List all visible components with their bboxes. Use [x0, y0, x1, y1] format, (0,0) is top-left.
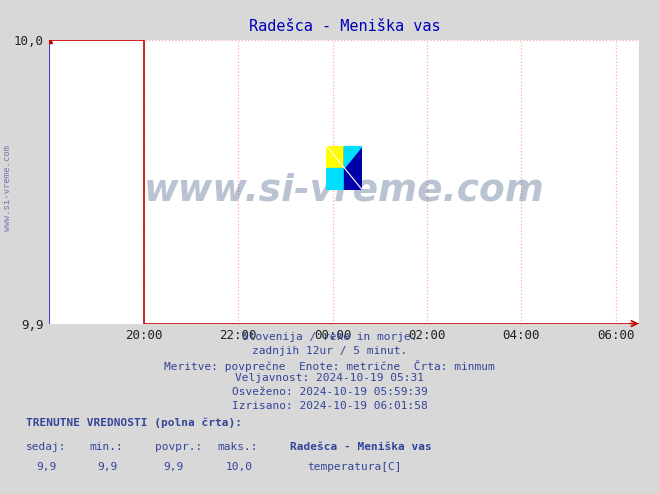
- Text: sedaj:: sedaj:: [26, 442, 67, 452]
- Text: Osveženo: 2024-10-19 05:59:39: Osveženo: 2024-10-19 05:59:39: [231, 387, 428, 397]
- Text: www.si-vreme.com: www.si-vreme.com: [144, 172, 545, 208]
- Text: 10,0: 10,0: [226, 462, 253, 472]
- Text: temperatura[C]: temperatura[C]: [307, 462, 401, 472]
- Text: 9,9: 9,9: [36, 462, 57, 472]
- Bar: [326, 146, 344, 168]
- Text: 9,9: 9,9: [163, 462, 184, 472]
- Bar: [326, 168, 344, 190]
- Text: www.si-vreme.com: www.si-vreme.com: [3, 145, 13, 231]
- Bar: [344, 146, 362, 190]
- Text: Radešca - Meniška vas: Radešca - Meniška vas: [290, 442, 432, 452]
- Title: Radešca - Meniška vas: Radešca - Meniška vas: [248, 19, 440, 34]
- Text: zadnjih 12ur / 5 minut.: zadnjih 12ur / 5 minut.: [252, 346, 407, 356]
- Text: TRENUTNE VREDNOSTI (polna črta):: TRENUTNE VREDNOSTI (polna črta):: [26, 417, 243, 428]
- Text: Slovenija / reke in morje.: Slovenija / reke in morje.: [242, 332, 417, 342]
- Text: povpr.:: povpr.:: [155, 442, 202, 452]
- Text: min.:: min.:: [89, 442, 123, 452]
- Text: maks.:: maks.:: [217, 442, 258, 452]
- Text: Veljavnost: 2024-10-19 05:31: Veljavnost: 2024-10-19 05:31: [235, 373, 424, 383]
- Text: Izrisano: 2024-10-19 06:01:58: Izrisano: 2024-10-19 06:01:58: [231, 401, 428, 411]
- Text: Meritve: povprečne  Enote: metrične  Črta: minmum: Meritve: povprečne Enote: metrične Črta:…: [164, 360, 495, 371]
- Polygon shape: [344, 146, 362, 168]
- Text: 9,9: 9,9: [98, 462, 118, 472]
